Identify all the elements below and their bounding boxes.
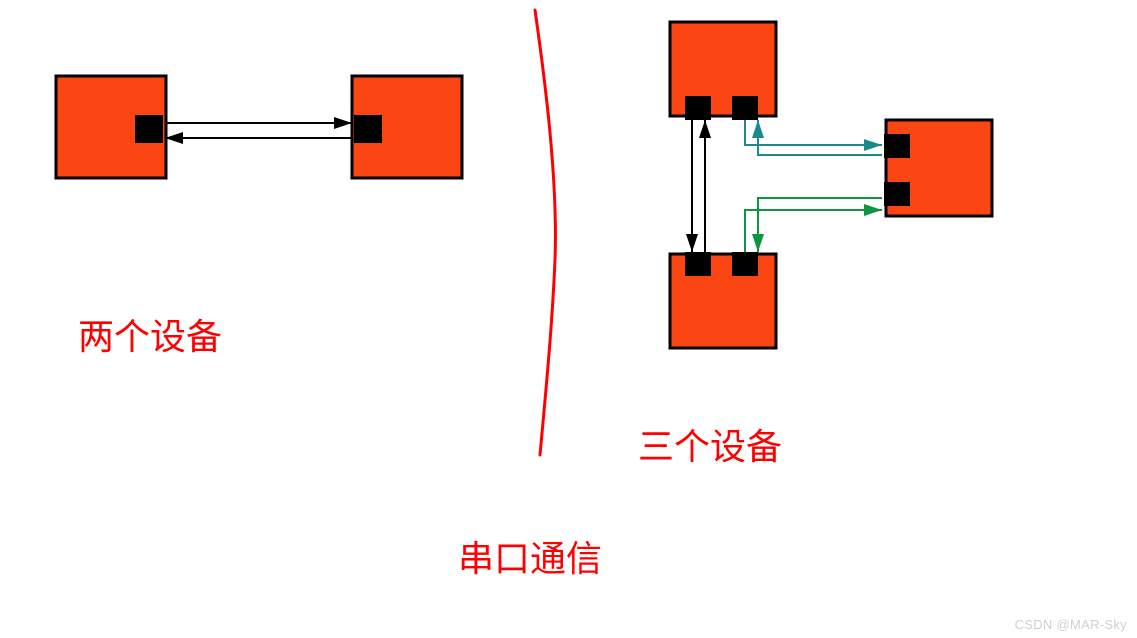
port-top-left [685, 96, 711, 120]
right-diagram [670, 22, 992, 348]
watermark-text: CSDN @MAR-Sky [1015, 617, 1127, 632]
port-bottom-right [732, 252, 758, 276]
port-b [354, 115, 382, 143]
left-caption: 两个设备 [78, 308, 222, 360]
left-diagram [56, 76, 462, 178]
divider-line [535, 10, 555, 455]
port-a [135, 115, 163, 143]
arrow-top-to-right-teal [745, 120, 882, 145]
port-right-lower [884, 182, 910, 206]
port-top-right [732, 96, 758, 120]
arrow-right-to-bottom-green [758, 198, 882, 252]
port-right-upper [884, 134, 910, 158]
right-caption: 三个设备 [638, 418, 782, 470]
arrow-bottom-to-right-green [745, 210, 882, 252]
port-bottom-left [685, 252, 711, 276]
arrow-right-to-top-teal [758, 120, 882, 155]
bottom-title: 串口通信 [458, 530, 602, 582]
